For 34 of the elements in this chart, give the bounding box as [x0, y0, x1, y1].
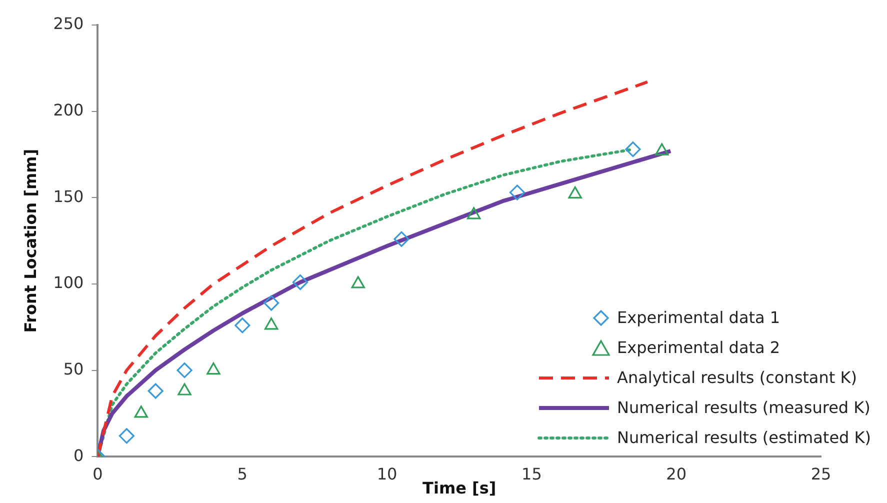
point — [264, 318, 278, 330]
point — [466, 207, 481, 220]
point — [118, 428, 134, 444]
y-tick-label: 100 — [53, 273, 84, 292]
point — [176, 362, 192, 378]
x-tick-label: 5 — [237, 464, 248, 484]
point — [509, 184, 526, 200]
point — [292, 274, 308, 290]
legend-label: Analytical results (constant K) — [617, 368, 857, 388]
y-tick-label: 150 — [53, 186, 84, 206]
x-axis-title: Time [s] — [422, 478, 496, 498]
point — [264, 295, 280, 311]
legend-label: Numerical results (measured K) — [617, 398, 870, 418]
point — [134, 406, 148, 418]
y-axis-title: Front Location [mm] — [20, 148, 40, 333]
point — [178, 383, 192, 396]
y-tick-label: 0 — [74, 446, 84, 465]
point — [625, 142, 641, 158]
point — [394, 231, 410, 247]
point — [351, 276, 365, 288]
legend-label: Experimental data 2 — [617, 338, 780, 358]
y-tick-label: 50 — [63, 359, 84, 378]
x-tick-label: 20 — [666, 464, 687, 484]
y-tick-label: 250 — [53, 14, 84, 34]
point — [234, 318, 250, 334]
y-tick-label: 200 — [53, 100, 84, 120]
x-tick-label: 15 — [522, 464, 542, 484]
point — [148, 383, 164, 399]
x-tick-label: 25 — [810, 464, 832, 484]
x-tick-label: 10 — [376, 464, 398, 484]
x-tick-label: 0 — [92, 464, 103, 484]
legend-label: Numerical results (estimated K) — [617, 428, 872, 448]
legend-label: Experimental data 1 — [617, 308, 780, 328]
point — [206, 362, 220, 375]
